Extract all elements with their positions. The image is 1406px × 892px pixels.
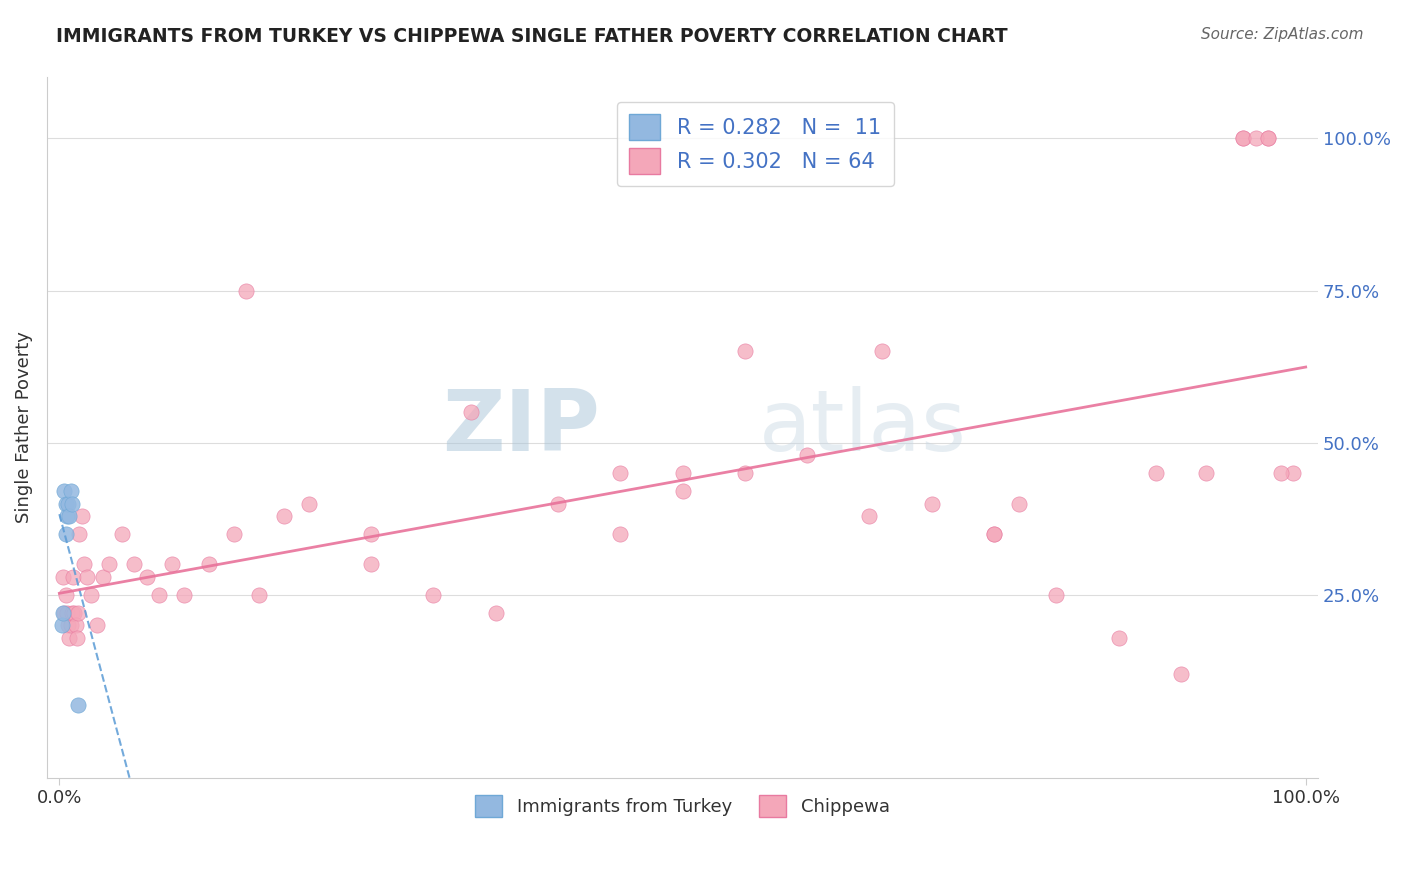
Point [55, 588, 77, 602]
Point [983, 527, 1005, 541]
Point [1008, 497, 1031, 511]
Point [73, 558, 96, 572]
Point [173, 588, 195, 602]
Point [58, 508, 80, 523]
Point [235, 284, 257, 298]
Point [111, 527, 134, 541]
Point [135, 569, 157, 583]
Point [222, 527, 245, 541]
Point [122, 558, 145, 572]
Point [1232, 131, 1254, 145]
Point [1232, 131, 1254, 145]
Text: IMMIGRANTS FROM TURKEY VS CHIPPEWA SINGLE FATHER POVERTY CORRELATION CHART: IMMIGRANTS FROM TURKEY VS CHIPPEWA SINGL… [56, 27, 1008, 45]
Point [63, 606, 86, 620]
Point [1282, 466, 1305, 480]
Point [422, 588, 444, 602]
Point [70, 508, 93, 523]
Point [67, 698, 90, 712]
Point [56, 606, 79, 620]
Point [66, 631, 89, 645]
Point [98, 558, 121, 572]
Point [671, 484, 693, 499]
Point [51, 618, 73, 632]
Text: Source: ZipAtlas.com: Source: ZipAtlas.com [1201, 27, 1364, 42]
Point [59, 484, 82, 499]
Point [86, 618, 108, 632]
Point [484, 606, 506, 620]
Point [52, 569, 75, 583]
Point [921, 497, 943, 511]
Point [91, 569, 114, 583]
Point [460, 405, 482, 419]
Point [55, 527, 77, 541]
Point [59, 618, 82, 632]
Point [609, 466, 631, 480]
Point [870, 344, 893, 359]
Point [547, 497, 569, 511]
Y-axis label: Single Father Poverty: Single Father Poverty [15, 332, 32, 524]
Point [1195, 466, 1218, 480]
Point [53, 484, 76, 499]
Point [67, 606, 90, 620]
Point [360, 527, 382, 541]
Point [734, 466, 756, 480]
Point [1144, 466, 1167, 480]
Point [55, 497, 77, 511]
Point [62, 569, 84, 583]
Point [1045, 588, 1067, 602]
Point [148, 588, 170, 602]
Point [60, 606, 83, 620]
Point [297, 497, 319, 511]
Point [58, 631, 80, 645]
Point [360, 558, 382, 572]
Point [273, 508, 295, 523]
Point [1270, 466, 1292, 480]
Point [198, 558, 221, 572]
Point [160, 558, 183, 572]
Text: atlas: atlas [759, 386, 967, 469]
Point [56, 618, 79, 632]
Point [56, 508, 79, 523]
Point [671, 466, 693, 480]
Point [65, 618, 87, 632]
Point [53, 606, 76, 620]
Point [858, 508, 880, 523]
Point [67, 527, 90, 541]
Point [1257, 131, 1279, 145]
Point [609, 527, 631, 541]
Legend: Immigrants from Turkey, Chippewa: Immigrants from Turkey, Chippewa [468, 788, 897, 824]
Point [1257, 131, 1279, 145]
Point [1108, 631, 1130, 645]
Point [79, 588, 101, 602]
Text: ZIP: ZIP [441, 386, 600, 469]
Point [56, 497, 79, 511]
Point [52, 606, 75, 620]
Point [796, 448, 818, 462]
Point [1244, 131, 1267, 145]
Point [734, 344, 756, 359]
Point [247, 588, 270, 602]
Point [1170, 667, 1192, 681]
Point [60, 497, 83, 511]
Point [983, 527, 1005, 541]
Point [76, 569, 98, 583]
